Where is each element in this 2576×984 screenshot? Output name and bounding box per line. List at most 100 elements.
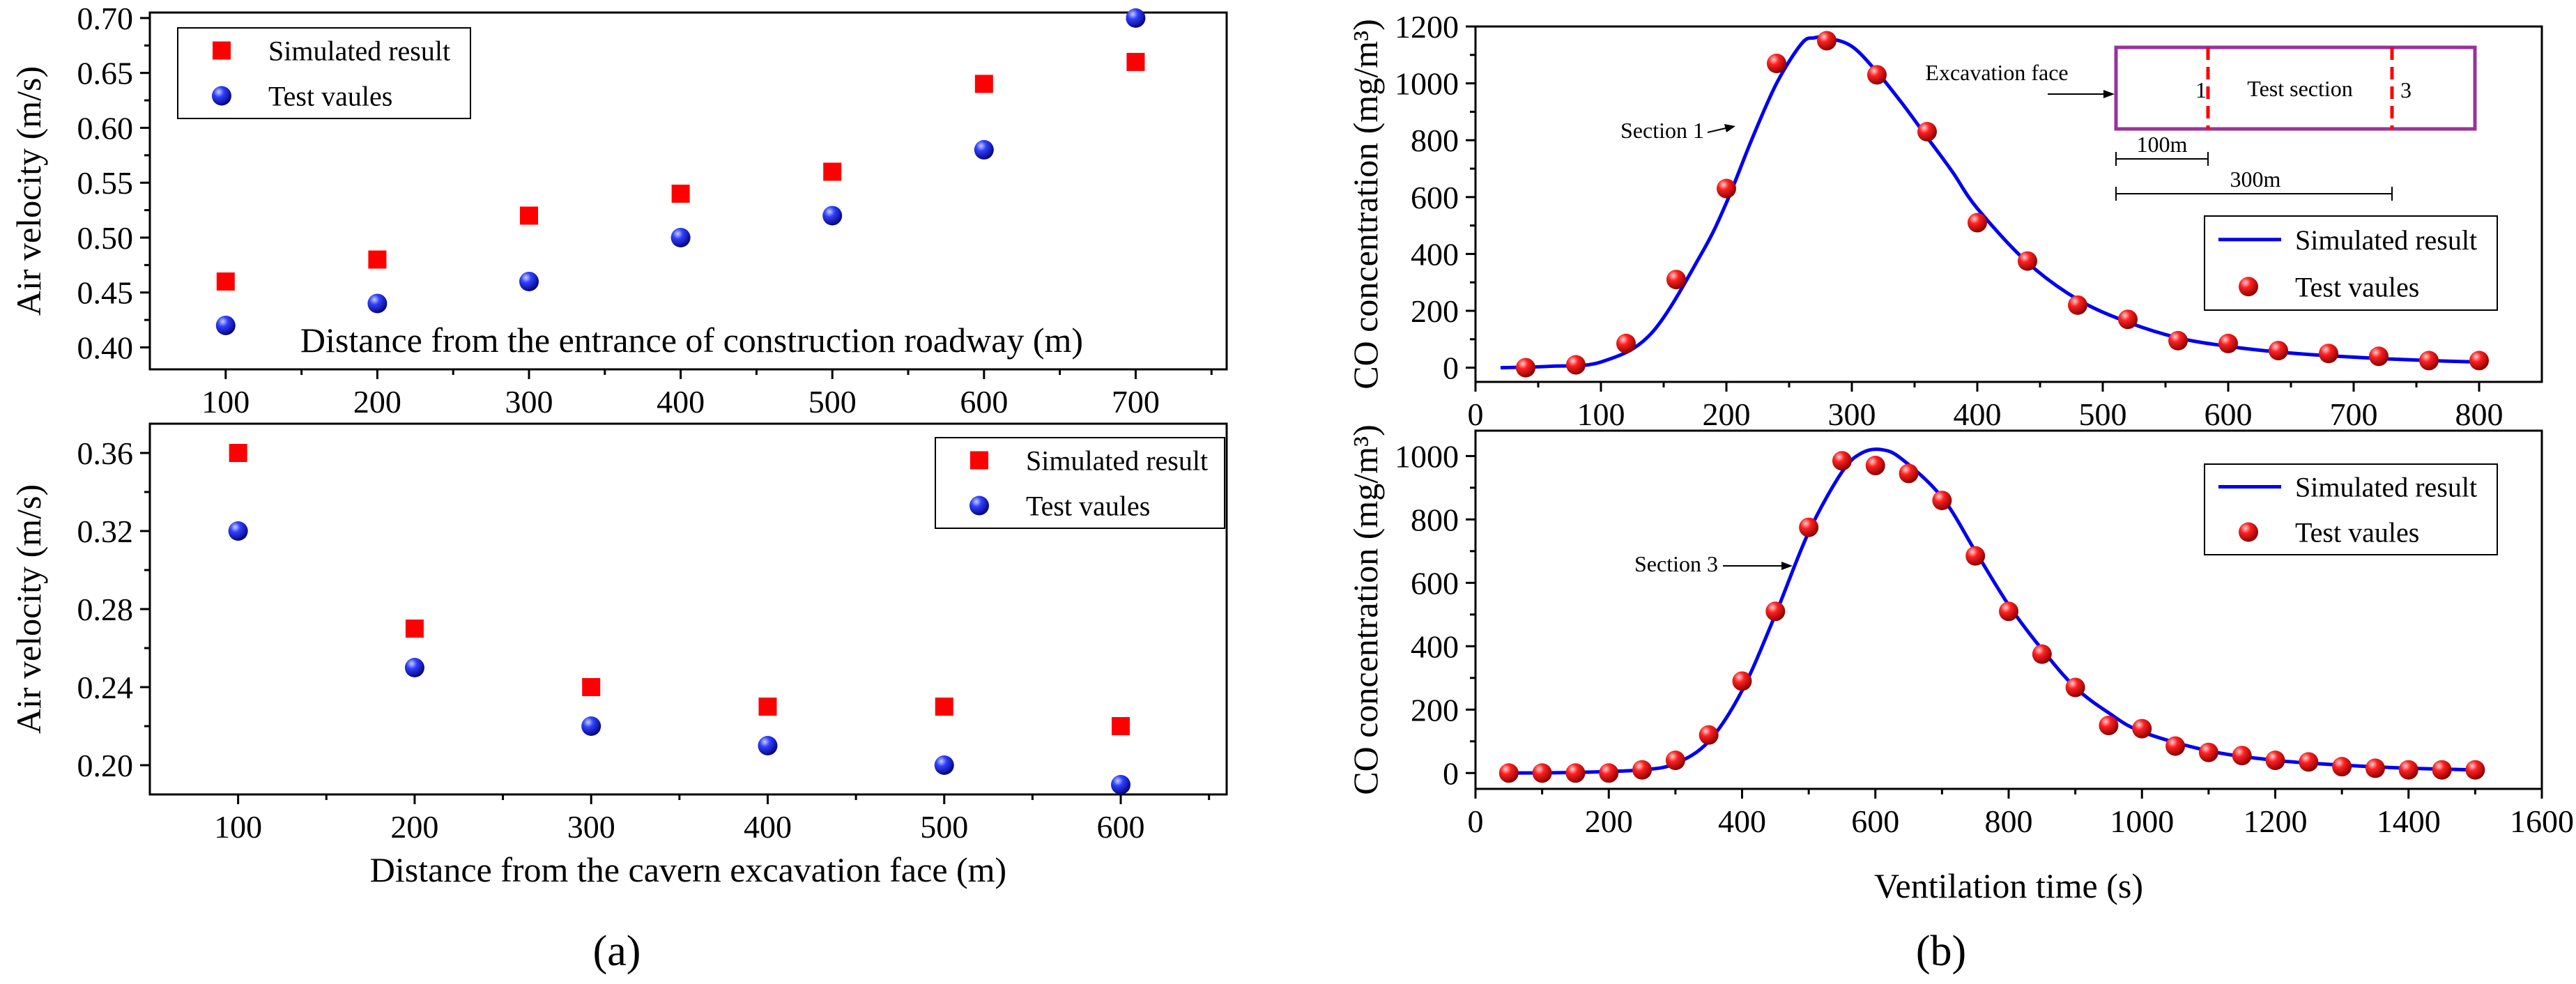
test-sphere-point [2398, 760, 2418, 780]
x-tick-label: 1200 [2244, 804, 2308, 839]
test-sphere-point [974, 139, 994, 160]
chart-a-bottom: 100 200 300 400 500 600 0.20 0.24 0.28 0.32 0.36 Ai… [9, 422, 1228, 889]
y-tick-label: 0.70 [77, 1, 134, 36]
test-sphere-point [2132, 718, 2152, 739]
y-tick-label: 0.50 [77, 220, 134, 256]
test-sphere-point [1999, 601, 2018, 622]
y-tick-label: 800 [1411, 123, 1459, 158]
test-sphere-point [1632, 760, 1653, 780]
test-sphere-point [1965, 546, 1986, 566]
inset-excavation-face-label: Excavation face [1925, 60, 2068, 85]
simulated-square-point [823, 162, 842, 181]
x-tick-label: 1000 [2110, 804, 2174, 839]
y-tick-label: 1000 [1395, 438, 1459, 474]
section-1-arrow [1707, 127, 1729, 133]
x-axis-label: Distance from the cavern excavation face… [370, 850, 1006, 889]
legend-label: Simulated result [1026, 445, 1208, 477]
x-tick-label: 0 [1468, 397, 1484, 432]
test-sphere-point [2065, 677, 2085, 698]
test-sphere-point [1767, 54, 1786, 74]
test-sphere-point [822, 206, 843, 226]
x-tick-label: 1400 [2377, 804, 2441, 839]
inset-dim-300-label: 300m [2230, 167, 2281, 192]
test-sphere-point [2168, 330, 2188, 351]
plot-frame [1474, 25, 2543, 383]
x-tick-label: 300 [1828, 397, 1876, 432]
y-tick-label: 0.40 [77, 330, 134, 365]
test-sphere-point [1817, 31, 1837, 51]
test-sphere-point [2099, 716, 2119, 736]
x-tick-label: 100 [1577, 397, 1625, 432]
chart-a-top: 100 200 300 400 500 600 700 0.40 0.45 0.50 0.55 0.6… [9, 1, 1228, 420]
test-sphere-point [2365, 758, 2385, 778]
panel-letter-b: (b) [1916, 928, 1966, 975]
chart-b-bottom: 0 200 400 600 800 1000 1200 1400 1600 0 200 400 600 8… [1346, 424, 2574, 905]
test-sphere-point [2465, 760, 2485, 780]
y-tick-label: 600 [1411, 565, 1459, 601]
y-tick-label: 400 [1411, 629, 1459, 664]
test-sphere-point [2319, 344, 2338, 364]
inset-test-section-label: Test section [2247, 76, 2353, 101]
x-tick-label: 200 [1703, 397, 1751, 432]
y-tick-label: 200 [1411, 692, 1459, 728]
legend-label: Test vaules [1026, 491, 1150, 522]
test-sphere-point [1717, 178, 1736, 199]
x-tick-label: 600 [960, 384, 1008, 420]
test-sphere-point [2068, 295, 2087, 315]
y-tick-label: 0.60 [77, 110, 134, 146]
x-tick-label: 400 [1718, 804, 1766, 839]
y-tick-label: 600 [1411, 180, 1459, 215]
test-sphere-point [758, 736, 778, 755]
test-sphere-point [2165, 736, 2186, 756]
inset-arrowhead [2103, 90, 2115, 98]
test-sphere-point [1665, 751, 1685, 771]
x-tick-label: 400 [744, 809, 792, 845]
test-sphere-point [1126, 8, 1146, 28]
y-axis-label: Air velocity (m/s) [9, 66, 48, 316]
section-1-annotation: Section 1 [1620, 118, 1704, 143]
simulated-square-point [1126, 52, 1145, 71]
test-sphere-point [1968, 213, 1987, 233]
y-tick-label: 0.36 [77, 436, 134, 471]
legend-sphere-icon [969, 495, 989, 516]
test-sphere-point [367, 293, 388, 314]
legend-sphere-icon [2239, 277, 2258, 297]
simulated-square-point [758, 698, 777, 716]
test-sphere-point [2118, 309, 2138, 330]
x-tick-label: 600 [2205, 397, 2253, 432]
y-tick-label: 0.45 [77, 275, 134, 311]
test-sphere-point [1566, 355, 1586, 375]
x-tick-label: 400 [657, 384, 705, 420]
test-sphere-point [1867, 65, 1887, 85]
test-sphere-point [519, 271, 539, 291]
simulated-square-point [368, 250, 387, 269]
legend-label: Simulated result [268, 36, 450, 67]
legend-square-icon [213, 41, 231, 60]
y-tick-label: 1000 [1395, 66, 1459, 102]
test-sphere-point [2432, 760, 2452, 780]
test-sphere-point [2032, 644, 2052, 664]
test-sphere-point [670, 227, 691, 247]
y-tick-label: 0 [1443, 755, 1459, 791]
simulated-square-point [1112, 717, 1130, 735]
test-sphere-point [1799, 517, 1819, 537]
simulated-square-point [405, 620, 424, 638]
test-sphere-point [2369, 346, 2389, 367]
x-tick-label: 700 [2330, 397, 2378, 432]
test-sphere-point [2299, 752, 2319, 772]
x-tick-label: 300 [567, 809, 615, 845]
y-tick-label: 0.55 [77, 165, 134, 201]
test-sphere-point [2018, 251, 2037, 271]
y-tick-label: 0.28 [77, 592, 134, 627]
simulated-square-point [216, 272, 235, 291]
legend-square-icon [970, 451, 988, 470]
test-sphere-point [1865, 456, 1885, 476]
x-tick-label: 500 [2079, 397, 2127, 432]
test-sphere-point [1498, 763, 1519, 783]
y-axis-label: CO concentration (mg/m³) [1346, 424, 1385, 795]
test-sphere-point [1565, 763, 1586, 783]
y-tick-label: 0.32 [77, 514, 134, 549]
x-tick-label: 600 [1097, 809, 1145, 845]
test-sphere-point [2265, 751, 2285, 771]
test-sphere-point [2269, 341, 2288, 361]
